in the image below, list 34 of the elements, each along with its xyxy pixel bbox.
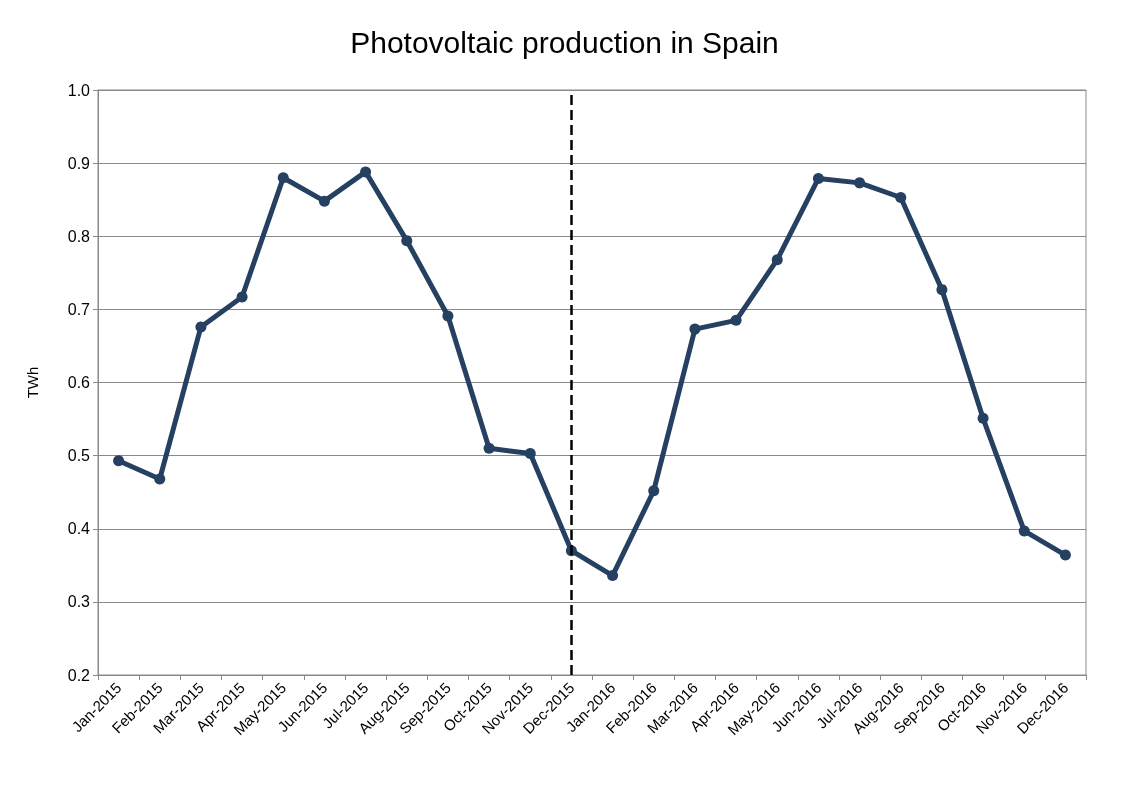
y-tick-label: 0.4 <box>67 520 91 538</box>
y-tick-label: 0.3 <box>67 593 91 611</box>
point <box>648 485 660 497</box>
point <box>812 172 824 184</box>
point <box>730 314 742 326</box>
y-tick-label: 0.7 <box>67 300 91 318</box>
y-axis-title: TWh <box>24 366 41 399</box>
point <box>771 254 783 266</box>
point <box>483 442 495 454</box>
point <box>277 172 289 184</box>
point <box>607 570 619 582</box>
point <box>360 166 372 178</box>
point <box>977 412 989 424</box>
y-tick-label: 0.2 <box>67 666 91 684</box>
y-tick-label: 0.9 <box>67 154 91 172</box>
chart-title: Photovoltaic production in Spain <box>350 25 779 59</box>
point <box>401 235 413 247</box>
point <box>1018 525 1030 537</box>
point <box>195 321 207 333</box>
y-tick-label: 0.6 <box>67 374 91 391</box>
point <box>895 192 907 203</box>
point <box>854 177 866 189</box>
point <box>442 310 454 322</box>
point <box>936 284 948 296</box>
point <box>1059 549 1071 561</box>
y-tick-label: 0.5 <box>67 447 91 465</box>
point <box>689 323 701 335</box>
point <box>113 455 125 467</box>
point <box>524 447 536 459</box>
point <box>154 473 166 485</box>
point <box>236 291 248 303</box>
point <box>318 195 330 207</box>
y-tick-label: 1.0 <box>67 81 91 99</box>
y-tick-label: 0.8 <box>67 227 91 245</box>
